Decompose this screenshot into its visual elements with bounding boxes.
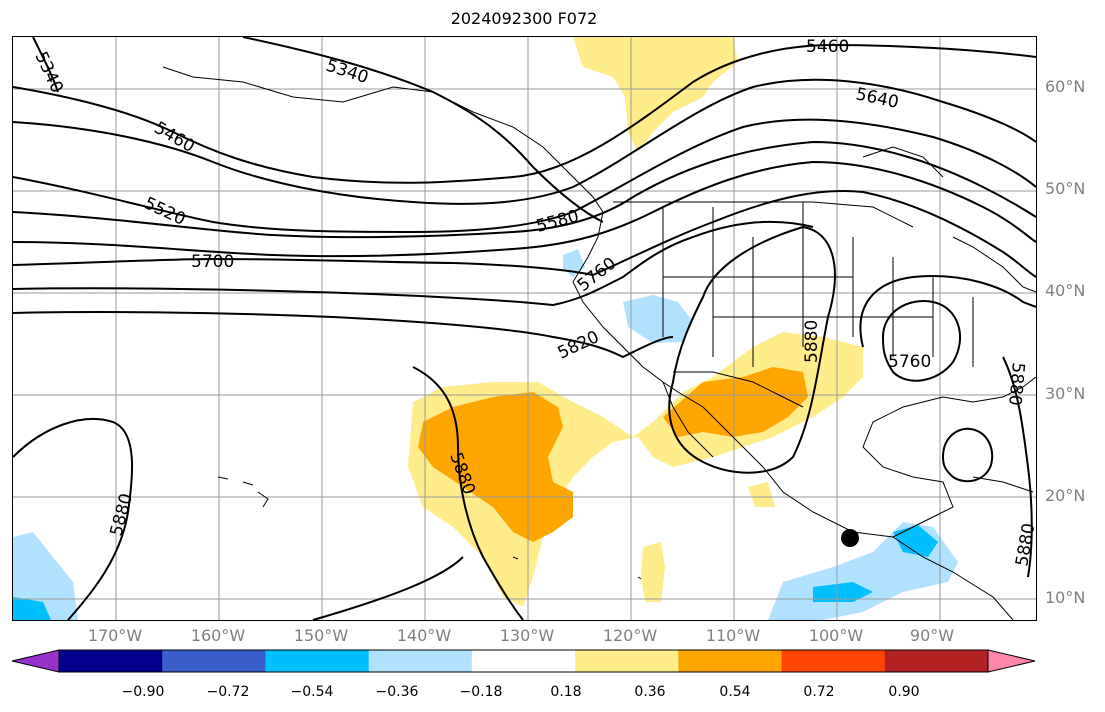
contour-5760-outer	[859, 275, 1036, 348]
longitude-label: 170°W	[87, 626, 143, 645]
colorbar-segment	[781, 650, 886, 672]
contour-5340-west	[32, 37, 59, 93]
colorbar-segment	[59, 650, 163, 672]
colorbar-segment	[368, 650, 473, 672]
colorbar-segment	[678, 650, 783, 672]
longitude-label: 90°W	[909, 626, 955, 645]
longitude-label: 150°W	[293, 626, 349, 645]
map-frame: 5340 5340 5460 5460 5520 5580 5640 5700 …	[12, 36, 1037, 621]
strong-negative-area-west	[13, 597, 51, 620]
negative-anomaly-area-nevada	[623, 295, 693, 343]
border-us-canada	[613, 201, 914, 228]
colorbar-extend-right	[987, 649, 1036, 673]
colorbar	[11, 649, 1036, 673]
strong-negative-area-central-america	[813, 525, 938, 602]
contour-label: 5880	[107, 491, 138, 538]
contour-5700	[13, 190, 1036, 278]
colorbar-tick-label: −0.90	[121, 684, 165, 700]
contour-5880-east	[1002, 356, 1033, 578]
longitude-label: 120°W	[602, 626, 658, 645]
contour-5460	[13, 43, 1036, 184]
latitude-label: 60°N	[1045, 77, 1086, 96]
contour-5520	[13, 118, 1036, 234]
longitude-label: 130°W	[499, 626, 555, 645]
longitude-label: 140°W	[396, 626, 452, 645]
height-contours	[13, 37, 1036, 620]
colorbar-segment	[162, 650, 266, 672]
colorbar-tick-label: −0.72	[206, 684, 250, 700]
latitude-label: 50°N	[1045, 179, 1086, 198]
coastline-hudson	[862, 146, 944, 178]
contour-5580	[13, 140, 1036, 239]
latitude-label: 40°N	[1045, 281, 1086, 300]
contour-label: 5880	[802, 320, 822, 363]
contour-5880-southwest	[13, 417, 134, 620]
colorbar-segment	[265, 650, 370, 672]
colorbar-tick-label: 0.72	[803, 684, 835, 700]
positive-anomaly-area-small	[641, 542, 665, 602]
positive-anomaly-area-north	[573, 37, 738, 152]
map-canvas: 5340 5340 5460 5460 5520 5580 5640 5700 …	[13, 37, 1036, 620]
colorbar-tick-label: 0.18	[550, 684, 582, 700]
colorbar-border	[58, 649, 989, 673]
negative-anomaly-area-west	[13, 532, 78, 620]
contour-5500	[13, 78, 1036, 205]
longitude-label: 160°W	[190, 626, 246, 645]
contour-label: 5700	[191, 252, 234, 272]
colorbar-tick-label: −0.54	[290, 684, 334, 700]
contour-5760-west	[13, 220, 814, 307]
coastline-west-coast	[572, 211, 894, 538]
colorbar-segment	[884, 650, 989, 672]
contour-5820	[13, 311, 674, 359]
colorbar-tick-label: 0.54	[719, 684, 751, 700]
coastlines	[162, 66, 1036, 620]
map-title: 2024092300 F072	[450, 9, 598, 28]
contour-5640	[13, 160, 1036, 258]
negative-anomaly-area-coast	[563, 249, 585, 277]
contour-label: 5580	[534, 206, 581, 237]
contour-5880-circle	[941, 427, 993, 483]
colorbar-tick-label: 0.90	[888, 684, 920, 700]
coastline-central-america	[892, 536, 1014, 620]
contour-label: 5340	[323, 56, 370, 88]
colorbar-segment	[575, 650, 679, 672]
contour-5880-pacific	[412, 366, 524, 620]
positive-anomaly-area-yucatan	[748, 482, 775, 507]
state-lines	[662, 202, 974, 367]
coastline-hawaii	[217, 476, 269, 508]
contour-label: 5460	[806, 37, 849, 57]
colorbar-tick-label: −0.36	[375, 684, 419, 700]
contour-label: 5880	[1012, 522, 1036, 568]
contour-label: 5880	[1004, 362, 1028, 407]
latitude-label: 20°N	[1045, 486, 1086, 505]
colorbar-extend-left	[11, 649, 60, 673]
contour-5880-high	[668, 225, 836, 474]
contour-5880-main	[312, 556, 464, 620]
contour-label: 5460	[151, 118, 198, 157]
contour-label: 5760	[888, 352, 931, 372]
colorbar-tick-label: 0.36	[634, 684, 666, 700]
storm-location-marker	[841, 529, 859, 547]
contour-5340	[242, 37, 604, 223]
longitude-label: 110°W	[705, 626, 761, 645]
contour-5760-loop	[881, 300, 962, 382]
coastline-east-canada	[952, 236, 1036, 293]
strong-positive-area-mexico	[663, 367, 808, 437]
coastline-gulf	[862, 376, 1036, 538]
contour-label: 5820	[555, 327, 603, 363]
anomaly-shading	[13, 37, 958, 620]
colorbar-segment	[471, 650, 576, 672]
latitude-label: 10°N	[1045, 588, 1086, 607]
colorbar-tick-label: −0.18	[459, 684, 503, 700]
longitude-label: 100°W	[808, 626, 864, 645]
coastline-revillagigedo	[512, 556, 642, 580]
coastline-cuba	[972, 476, 1034, 493]
border-us-mexico	[673, 371, 804, 408]
latitude-label: 30°N	[1045, 384, 1086, 403]
